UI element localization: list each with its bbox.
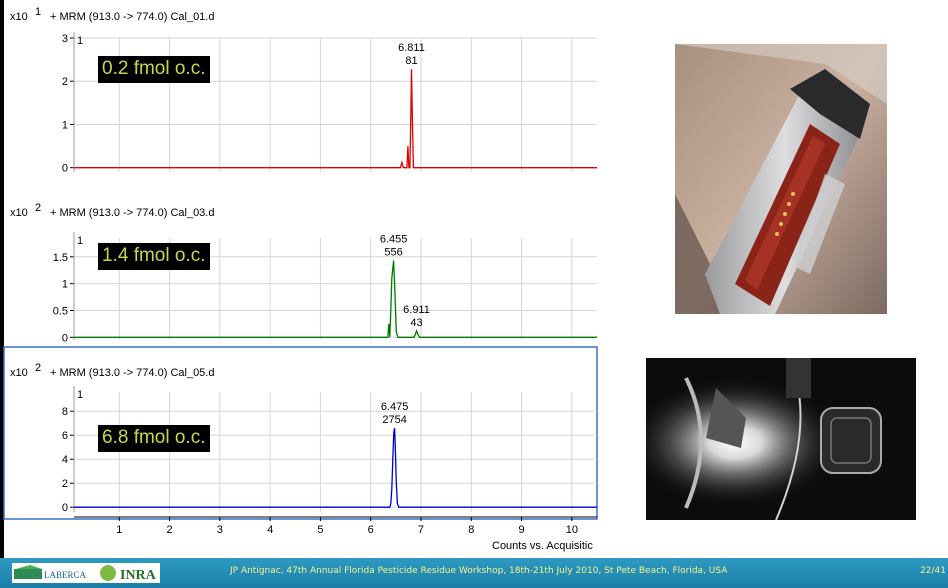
panel-1-scale-exponent: 1 (35, 6, 41, 18)
panel-2-peak-2-area: 43 (410, 317, 422, 329)
x-tick-label: 8 (468, 524, 474, 536)
panel-1-scale-prefix: x10 (10, 11, 28, 23)
panel-3-selection-frame (3, 346, 598, 520)
laberca-logo: LABERCA (12, 563, 98, 583)
electrospray-photo (646, 358, 916, 520)
panel-1-trace (74, 69, 597, 169)
chip-cartridge-photo (675, 44, 887, 314)
x-tick-label: 2 (166, 524, 172, 536)
panel-2-ytick-label: 1 (62, 279, 68, 291)
x-tick-label: 3 (217, 524, 223, 536)
panel-2-ytick-label: 1.5 (53, 252, 68, 264)
panel-3-title: + MRM (913.0 -> 774.0) Cal_05.d (50, 367, 214, 379)
panel-2-peak-1-rt: 6.455 (380, 234, 408, 246)
panel-3-index: 1 (77, 389, 83, 401)
concentration-label-0.2: 0.2 fmol o.c. (98, 56, 210, 83)
x-tick-label: 7 (418, 524, 424, 536)
panel-3-peak-1-rt: 6.475 (381, 401, 409, 413)
inra-logo: INRA (96, 563, 160, 583)
panel-1-index: 1 (77, 35, 83, 47)
panel-3-ytick-label: 6 (62, 430, 68, 442)
inra-logo-text: INRA (120, 568, 157, 583)
panel-1-ytick-label: 3 (62, 33, 68, 45)
panel-1-ytick-label: 1 (62, 119, 68, 131)
panel-2-title: + MRM (913.0 -> 774.0) Cal_03.d (50, 207, 214, 219)
panel-2-index: 1 (77, 235, 83, 247)
panel-2-scale-exponent: 2 (35, 202, 41, 214)
x-tick-label: 4 (267, 524, 273, 536)
panel-3-ytick-label: 4 (62, 454, 68, 466)
panel-3-trace (74, 427, 597, 508)
panel-3-peak-1-area: 2754 (382, 414, 406, 426)
page-number: 22/41 (920, 566, 946, 576)
concentration-label-1.4: 1.4 fmol o.c. (98, 243, 210, 270)
panel-1-ytick-label: 2 (62, 76, 68, 88)
laberca-logo-text: LABERCA (44, 570, 87, 580)
panel-1-ytick-label: 0 (62, 163, 68, 175)
panel-1-peak-1-area: 81 (405, 55, 417, 67)
panel-2-ytick-label: 0.5 (53, 305, 68, 317)
concentration-label-6.8: 6.8 fmol o.c. (98, 425, 210, 452)
panel-1-peak-1-rt: 6.811 (398, 42, 425, 54)
panel-3-ytick-label: 0 (62, 502, 68, 514)
panel-2-scale-prefix: x10 (10, 207, 28, 219)
panel-3-scale-prefix: x10 (10, 367, 28, 379)
x-tick-label: 1 (116, 524, 122, 536)
panel-2-trace (74, 260, 597, 338)
x-tick-label: 9 (519, 524, 525, 536)
panel-2-ytick-label: 0 (62, 332, 68, 344)
x-axis-label: Counts vs. Acquisitic (492, 540, 593, 552)
x-tick-label: 6 (368, 524, 374, 536)
footer-citation: JP Antignac, 47th Annual Florida Pestici… (230, 566, 728, 576)
panel-2-peak-2-rt: 6.911 (403, 304, 430, 316)
slide-left-border (0, 0, 4, 558)
x-tick-label: 10 (566, 524, 578, 536)
panel-3-scale-exponent: 2 (35, 362, 41, 374)
slide-footer: LABERCA INRA JP Antignac, 47th Annual Fl… (0, 558, 948, 588)
panel-3-ytick-label: 8 (62, 406, 68, 418)
panel-1-title: + MRM (913.0 -> 774.0) Cal_01.d (50, 11, 214, 23)
x-tick-label: 5 (317, 524, 323, 536)
panel-2-peak-1-area: 556 (384, 247, 402, 259)
panel-3-ytick-label: 2 (62, 478, 68, 490)
